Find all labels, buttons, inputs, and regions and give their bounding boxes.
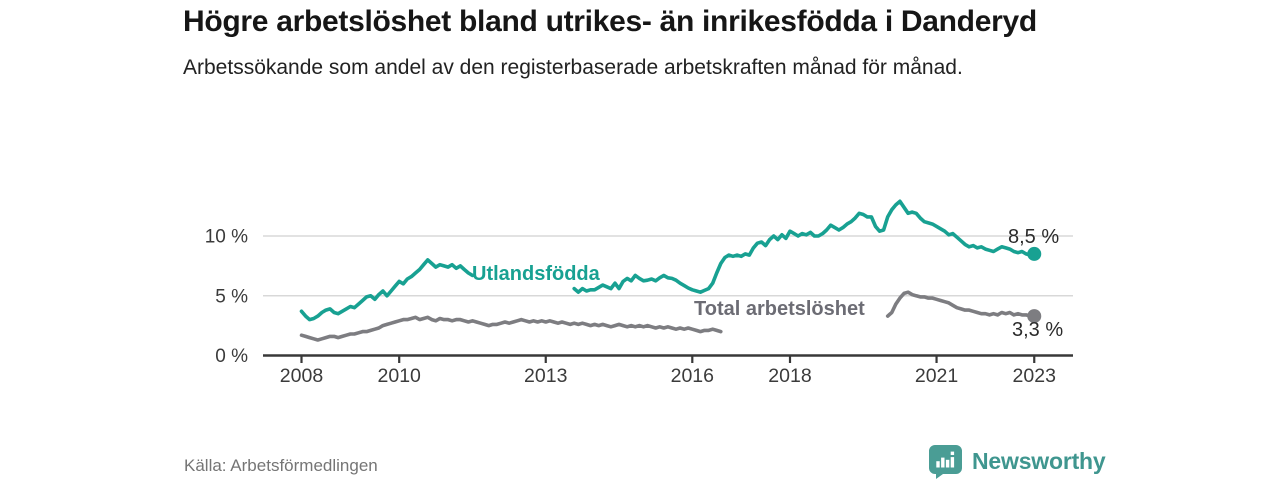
x-tick-label-2018: 2018: [768, 365, 811, 387]
y-tick-label-0: 0 %: [215, 346, 248, 367]
series-label-total-arbetsloshet: Total arbetslöshet: [694, 298, 865, 320]
x-tick-label-2023: 2023: [1013, 365, 1056, 387]
series-label-utlandsfodda: Utlandsfödda: [472, 263, 600, 285]
end-value-label-total: 3,3 %: [1012, 319, 1064, 341]
y-tick-label-5: 5 %: [215, 286, 248, 307]
end-value-label-utlandsfodda: 8,5 %: [1008, 226, 1060, 248]
x-tick-label-2008: 2008: [280, 365, 323, 387]
x-tick-label-2013: 2013: [524, 365, 567, 387]
x-tick-label-2021: 2021: [915, 365, 958, 387]
chart-header: Högre arbetslöshet bland utrikes- än inr…: [183, 4, 1037, 82]
x-tick-label-2010: 2010: [378, 365, 422, 387]
x-tick-label-2016: 2016: [671, 365, 714, 387]
newsworthy-chart-bubble-icon: [929, 445, 962, 479]
logo-bars: [936, 451, 955, 468]
y-tick-label-10: 10 %: [205, 227, 248, 248]
series-line-total: [299, 290, 1037, 342]
newsworthy-logo: Newsworthy: [928, 444, 1106, 479]
series-line-utlandsfodda: [299, 199, 1037, 322]
source-note: Källa: Arbetsförmedlingen: [184, 456, 378, 475]
chart-subtitle: Arbetssökande som andel av den registerb…: [183, 56, 963, 79]
chart-title: Högre arbetslöshet bland utrikes- än inr…: [183, 5, 1037, 38]
newsworthy-wordmark: Newsworthy: [972, 448, 1106, 474]
series-end-dot-total: [1027, 309, 1042, 324]
series-end-dot-utlandsfodda: [1027, 246, 1042, 261]
